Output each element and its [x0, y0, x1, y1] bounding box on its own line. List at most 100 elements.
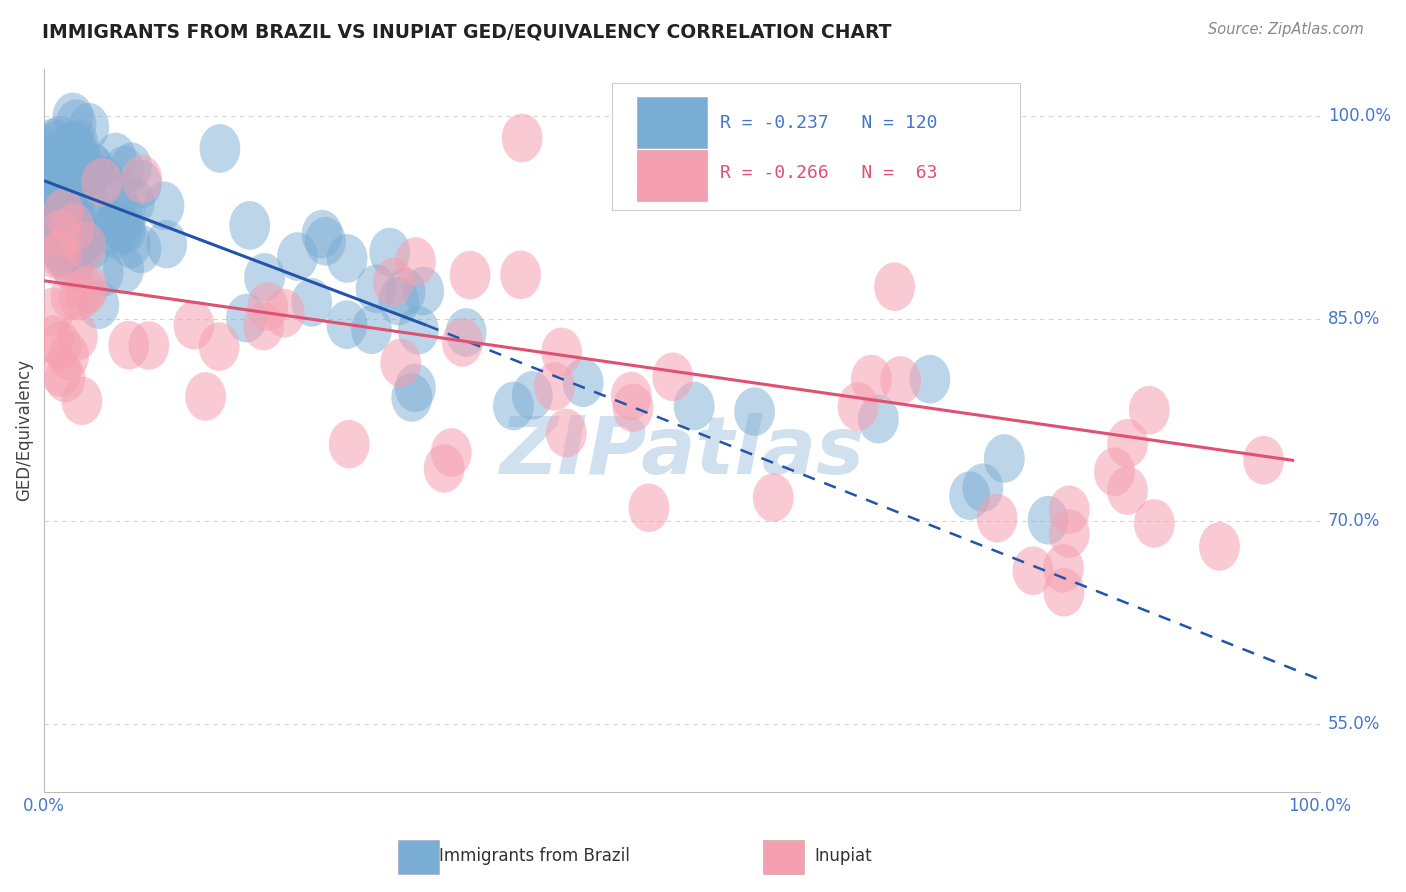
Ellipse shape — [37, 193, 77, 242]
Ellipse shape — [186, 372, 226, 421]
Ellipse shape — [44, 186, 84, 235]
Ellipse shape — [25, 180, 66, 228]
Ellipse shape — [83, 156, 124, 204]
Ellipse shape — [105, 206, 146, 254]
Ellipse shape — [65, 214, 105, 263]
Text: ZIPatlas: ZIPatlas — [499, 413, 865, 491]
Ellipse shape — [25, 200, 66, 248]
Ellipse shape — [1049, 509, 1090, 558]
Ellipse shape — [52, 121, 93, 170]
Ellipse shape — [66, 211, 107, 260]
Ellipse shape — [121, 225, 162, 273]
Ellipse shape — [111, 143, 152, 191]
Ellipse shape — [103, 245, 143, 293]
Ellipse shape — [37, 231, 77, 279]
Ellipse shape — [39, 209, 80, 257]
Ellipse shape — [1094, 448, 1135, 496]
Text: Immigrants from Brazil: Immigrants from Brazil — [439, 847, 630, 865]
Ellipse shape — [41, 210, 82, 258]
Text: R = -0.266   N =  63: R = -0.266 N = 63 — [720, 164, 938, 182]
Ellipse shape — [44, 188, 84, 237]
Ellipse shape — [121, 155, 162, 203]
Ellipse shape — [56, 149, 97, 198]
Ellipse shape — [229, 201, 270, 250]
Ellipse shape — [430, 428, 471, 477]
Ellipse shape — [1199, 522, 1240, 571]
Ellipse shape — [65, 145, 105, 194]
Ellipse shape — [356, 264, 396, 313]
Ellipse shape — [326, 301, 367, 349]
Ellipse shape — [752, 474, 793, 522]
Ellipse shape — [35, 132, 77, 180]
Ellipse shape — [395, 364, 436, 412]
Ellipse shape — [352, 305, 392, 354]
Ellipse shape — [200, 124, 240, 173]
Ellipse shape — [32, 119, 73, 167]
Ellipse shape — [1107, 419, 1147, 467]
Ellipse shape — [1129, 386, 1170, 434]
Ellipse shape — [423, 444, 464, 492]
Ellipse shape — [79, 280, 120, 329]
Ellipse shape — [103, 193, 143, 242]
Ellipse shape — [49, 161, 90, 210]
Ellipse shape — [27, 159, 67, 207]
Ellipse shape — [42, 229, 83, 278]
Ellipse shape — [41, 231, 82, 279]
Ellipse shape — [41, 348, 82, 397]
Ellipse shape — [55, 178, 96, 226]
Ellipse shape — [58, 128, 98, 178]
Ellipse shape — [59, 272, 100, 320]
Ellipse shape — [56, 312, 98, 361]
Ellipse shape — [97, 175, 138, 224]
Ellipse shape — [37, 120, 77, 169]
Text: 85.0%: 85.0% — [1329, 310, 1381, 327]
Ellipse shape — [67, 176, 108, 225]
Ellipse shape — [30, 169, 70, 218]
Ellipse shape — [949, 471, 990, 520]
Ellipse shape — [96, 133, 136, 181]
Ellipse shape — [65, 221, 105, 270]
Ellipse shape — [59, 158, 100, 207]
Ellipse shape — [114, 178, 155, 227]
Ellipse shape — [55, 120, 96, 169]
Ellipse shape — [291, 278, 332, 326]
Ellipse shape — [446, 308, 486, 357]
Ellipse shape — [734, 387, 775, 436]
Ellipse shape — [398, 306, 439, 354]
Ellipse shape — [534, 362, 575, 410]
Ellipse shape — [51, 122, 91, 171]
Ellipse shape — [851, 355, 891, 403]
Ellipse shape — [1049, 485, 1090, 534]
Ellipse shape — [1043, 544, 1084, 592]
Ellipse shape — [121, 160, 162, 209]
Ellipse shape — [110, 219, 150, 268]
Ellipse shape — [245, 253, 285, 301]
Ellipse shape — [391, 373, 432, 422]
Text: Source: ZipAtlas.com: Source: ZipAtlas.com — [1208, 22, 1364, 37]
Ellipse shape — [450, 251, 491, 300]
Ellipse shape — [28, 173, 69, 222]
Ellipse shape — [910, 355, 950, 403]
Ellipse shape — [25, 127, 66, 175]
Ellipse shape — [385, 268, 426, 317]
Ellipse shape — [546, 409, 586, 458]
Ellipse shape — [378, 277, 419, 326]
Ellipse shape — [264, 289, 305, 337]
Ellipse shape — [32, 287, 73, 336]
Ellipse shape — [53, 203, 94, 252]
Ellipse shape — [502, 113, 543, 162]
Ellipse shape — [977, 494, 1018, 542]
Ellipse shape — [44, 227, 84, 277]
Ellipse shape — [72, 220, 112, 269]
Ellipse shape — [82, 198, 122, 247]
Ellipse shape — [41, 144, 82, 193]
FancyBboxPatch shape — [637, 150, 707, 201]
Ellipse shape — [541, 327, 582, 376]
Text: Inupiat: Inupiat — [815, 847, 872, 865]
Ellipse shape — [962, 464, 1004, 512]
Ellipse shape — [173, 301, 214, 350]
Ellipse shape — [67, 265, 108, 313]
Ellipse shape — [51, 271, 91, 320]
Ellipse shape — [55, 180, 96, 228]
Ellipse shape — [39, 216, 80, 265]
